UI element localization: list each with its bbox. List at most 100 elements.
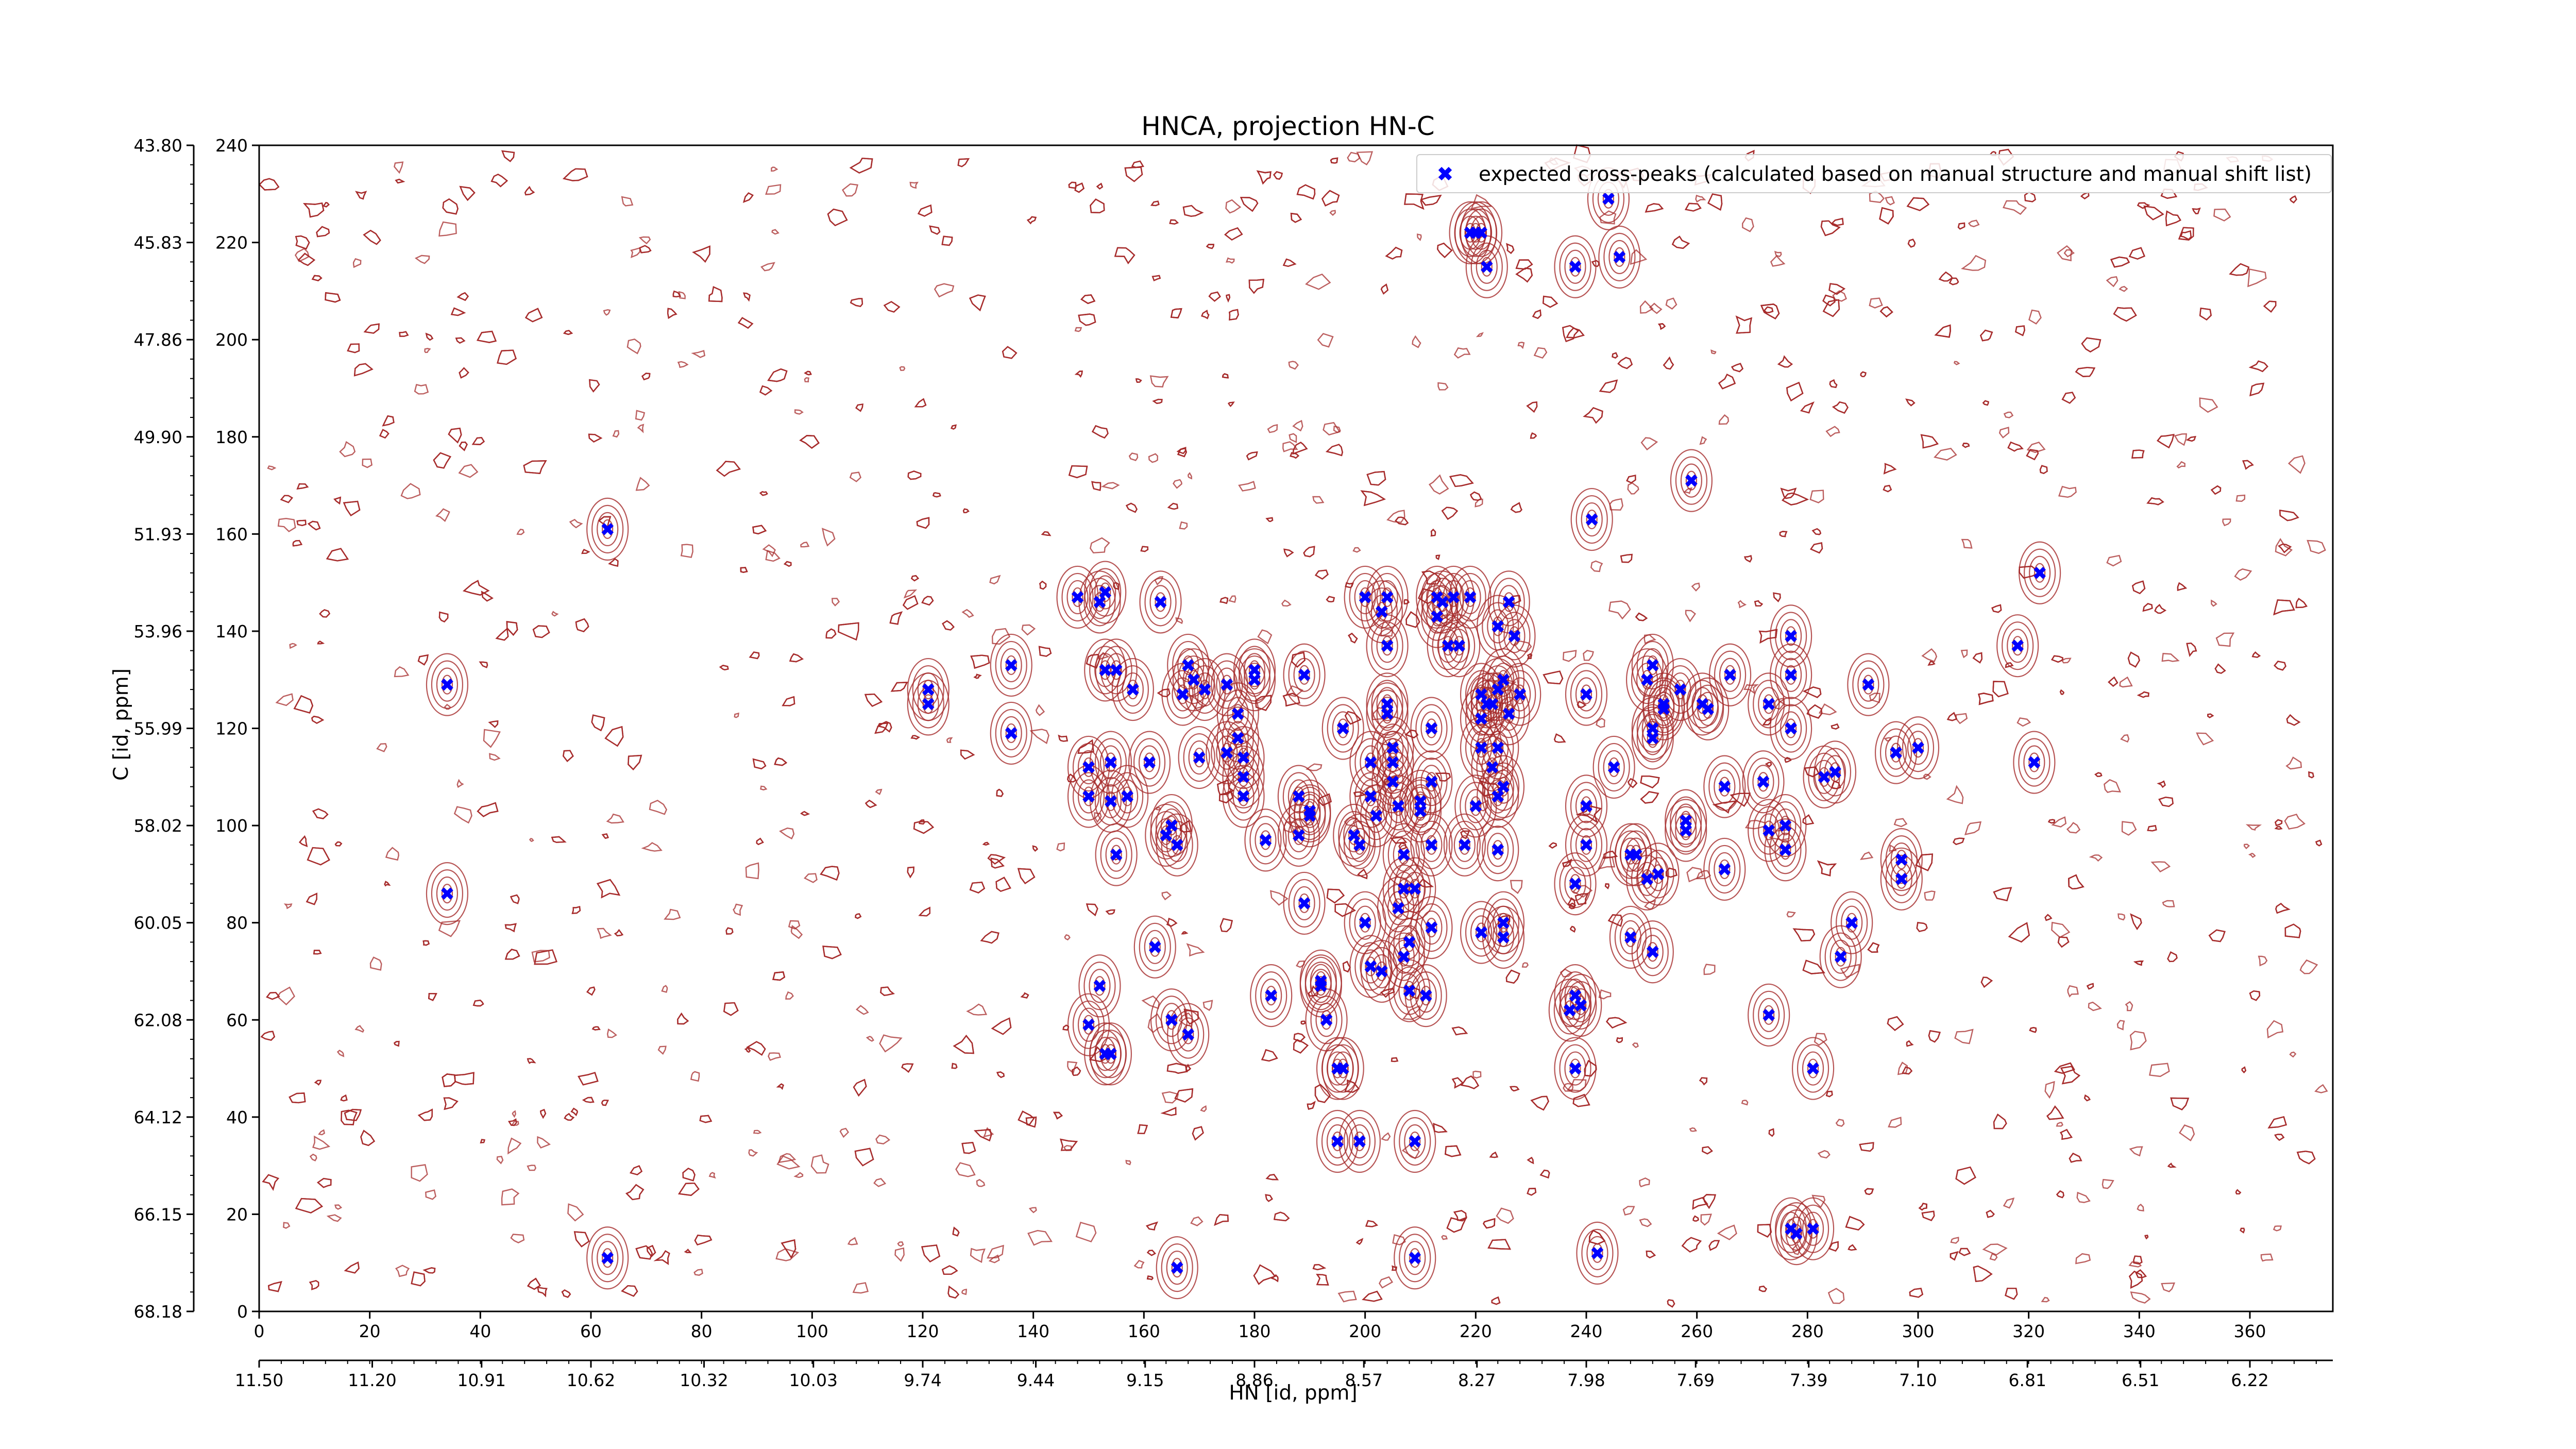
x-axis-label: HN [id, ppm] <box>1229 1381 1357 1405</box>
y-index-tick-label: 80 <box>226 913 248 933</box>
noise-contour <box>2051 655 2063 663</box>
peak-contour <box>1392 898 1404 918</box>
peak-contour <box>1770 643 1812 706</box>
peak-contour <box>1155 996 1188 1044</box>
noise-contour <box>1131 160 1144 169</box>
noise-contour <box>1181 931 1189 935</box>
cross-peak-marker <box>1071 591 1084 603</box>
noise-contour <box>455 337 466 344</box>
peak-contour <box>1780 711 1802 746</box>
noise-contour <box>772 971 786 981</box>
cross-peak-marker <box>1231 732 1244 745</box>
noise-contour <box>1146 1221 1158 1231</box>
noise-contour <box>1125 502 1138 513</box>
cross-peak-marker <box>1221 678 1233 691</box>
noise-contour <box>1829 379 1838 389</box>
noise-contour <box>1521 962 1529 968</box>
peak-contour <box>1637 843 1680 906</box>
noise-contour <box>1883 463 1897 475</box>
noise-contour <box>2263 300 2277 313</box>
peak-contour <box>1774 808 1797 843</box>
noise-contour <box>1897 1062 1908 1075</box>
noise-contour <box>601 833 609 839</box>
noise-contour <box>1342 961 1351 973</box>
noise-contour <box>1731 363 1744 373</box>
noise-contour <box>734 712 739 718</box>
cross-peak-marker <box>1392 800 1404 813</box>
noise-contour <box>832 598 840 606</box>
peak-contour <box>1105 791 1117 812</box>
peak-contour <box>2024 548 2056 597</box>
noise-contour <box>1451 1026 1468 1036</box>
noise-contour <box>569 518 583 529</box>
noise-contour <box>1090 537 1110 554</box>
peak-contour <box>1748 983 1790 1047</box>
noise-contour <box>1921 648 1938 663</box>
noise-contour <box>1626 475 1636 484</box>
y-ppm-tick-label: 58.02 <box>134 816 182 836</box>
x-ppm-tick-label: 11.50 <box>235 1370 283 1390</box>
noise-contour <box>1802 686 1822 698</box>
noise-contour <box>910 735 920 740</box>
peak-contour <box>1569 1058 1581 1079</box>
noise-contour <box>1860 371 1867 377</box>
cross-peak-marker <box>1453 639 1465 652</box>
peak-contour <box>1426 718 1437 738</box>
peak-contour <box>1847 653 1890 716</box>
noise-contour <box>2235 494 2246 502</box>
cross-peak-marker <box>1602 192 1615 205</box>
peak-contour <box>1580 684 1592 704</box>
peak-contour <box>1636 704 1669 753</box>
noise-contour <box>1222 373 1229 379</box>
peak-contour <box>1426 917 1437 938</box>
noise-contour <box>1780 487 1797 499</box>
noise-contour <box>929 225 941 235</box>
noise-contour <box>443 1097 459 1110</box>
noise-contour <box>1543 295 1558 308</box>
peak-contour <box>1482 602 1514 651</box>
peak-contour <box>1624 927 1636 948</box>
noise-contour <box>821 528 836 547</box>
noise-contour <box>991 1017 1012 1035</box>
peak-contour <box>1575 677 1598 712</box>
noise-contour <box>2003 1197 2015 1209</box>
noise-contour <box>2121 821 2137 836</box>
peak-contour <box>1586 1236 1608 1270</box>
peak-contour <box>1641 869 1653 889</box>
noise-contour <box>776 1083 784 1090</box>
noise-contour <box>733 903 743 916</box>
peak-contour <box>1353 835 1366 855</box>
noise-contour <box>433 452 452 469</box>
peak-contour <box>1719 777 1731 797</box>
noise-contour <box>1835 1119 1845 1127</box>
peak-contour <box>1493 578 1525 627</box>
peak-contour <box>995 641 1027 690</box>
noise-contour <box>842 183 859 197</box>
peak-contour <box>1150 794 1193 857</box>
noise-contour <box>2289 1051 2297 1058</box>
noise-contour <box>1283 548 1294 558</box>
noise-contour <box>1607 914 1623 927</box>
cross-peak-marker <box>1436 596 1449 609</box>
noise-contour <box>1365 1220 1378 1227</box>
peak-contour <box>1714 650 1747 699</box>
peak-contour <box>426 862 469 925</box>
noise-contour <box>1869 297 1883 309</box>
noise-contour <box>682 1167 696 1182</box>
noise-contour <box>562 168 588 181</box>
noise-contour <box>1765 762 1772 767</box>
peak-contour <box>1238 767 1249 787</box>
noise-contour <box>1845 1216 1865 1231</box>
cross-peak-marker <box>1381 639 1394 652</box>
noise-contour <box>1961 538 1973 549</box>
noise-contour <box>1802 959 1825 974</box>
peak-contour <box>1299 799 1321 833</box>
noise-contour <box>516 528 525 535</box>
peak-contour <box>1360 791 1393 840</box>
peak-contour <box>1477 716 1519 780</box>
peak-contour <box>591 504 624 554</box>
peak-contour <box>1570 782 1603 831</box>
noise-contour <box>1982 400 1989 406</box>
noise-contour <box>1385 246 1403 260</box>
cross-peak-marker <box>1127 683 1139 696</box>
